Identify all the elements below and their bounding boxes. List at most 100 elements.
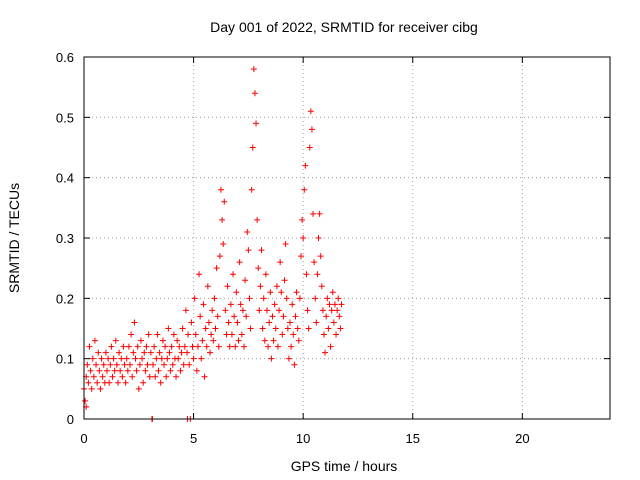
- data-point: [173, 373, 180, 380]
- data-point: [338, 301, 345, 308]
- data-point: [121, 361, 128, 368]
- data-point: [139, 355, 146, 362]
- data-point: [199, 337, 206, 344]
- data-point: [179, 325, 186, 332]
- data-point: [177, 367, 184, 374]
- data-point: [144, 361, 151, 368]
- y-tick-label: 0.6: [56, 50, 74, 65]
- data-point: [118, 355, 125, 362]
- data-point: [109, 373, 116, 380]
- data-point: [167, 367, 174, 374]
- data-point: [269, 313, 276, 320]
- data-point: [184, 349, 191, 356]
- data-point: [142, 367, 149, 374]
- data-point: [208, 331, 215, 338]
- data-point: [154, 331, 161, 338]
- data-point: [239, 307, 246, 314]
- data-point: [291, 361, 298, 368]
- x-axis-label: GPS time / hours: [291, 458, 398, 474]
- data-point: [175, 355, 182, 362]
- data-point: [313, 319, 320, 326]
- data-point: [152, 373, 159, 380]
- data-point: [85, 379, 92, 386]
- data-point: [279, 331, 286, 338]
- data-point: [253, 120, 260, 127]
- data-point: [261, 337, 268, 344]
- data-point: [210, 337, 217, 344]
- data-point: [335, 295, 342, 302]
- chart-title: Day 001 of 2022, SRMTID for receiver cib…: [210, 19, 478, 35]
- data-point: [300, 235, 307, 241]
- data-point: [306, 144, 313, 151]
- data-point: [102, 349, 109, 356]
- data-point: [87, 367, 94, 374]
- data-point: [228, 331, 235, 338]
- data-point: [212, 325, 219, 332]
- data-point: [281, 277, 288, 284]
- data-point: [90, 373, 97, 380]
- data-point: [274, 343, 281, 350]
- data-point: [160, 361, 167, 368]
- data-point: [285, 355, 292, 362]
- data-point: [240, 343, 247, 350]
- data-point: [189, 343, 196, 350]
- data-point: [113, 361, 120, 368]
- data-point: [186, 361, 193, 368]
- data-point: [260, 295, 267, 302]
- data-point: [295, 337, 302, 344]
- data-point: [222, 307, 229, 314]
- data-point: [314, 271, 321, 278]
- x-tick-label: 10: [296, 431, 310, 446]
- data-point: [140, 379, 147, 386]
- data-point: [297, 253, 304, 260]
- data-point: [226, 343, 233, 350]
- data-point: [191, 295, 198, 302]
- data-point: [147, 349, 154, 356]
- data-point: [96, 367, 103, 374]
- data-point: [125, 343, 132, 350]
- data-point: [123, 355, 130, 362]
- data-point: [280, 313, 287, 320]
- data-point: [317, 253, 324, 260]
- data-point: [227, 301, 234, 308]
- data-point: [272, 325, 279, 332]
- data-point: [246, 295, 253, 302]
- data-point: [176, 343, 183, 350]
- data-point: [163, 373, 170, 380]
- data-point: [270, 337, 277, 344]
- data-point: [133, 367, 140, 374]
- data-point: [232, 343, 239, 350]
- data-point: [162, 343, 169, 350]
- data-point: [95, 349, 102, 356]
- data-point: [94, 379, 101, 386]
- points-layer: [81, 66, 345, 422]
- data-point: [259, 325, 266, 332]
- data-point: [278, 289, 285, 296]
- data-point: [301, 186, 308, 193]
- x-tick-label: 15: [406, 431, 420, 446]
- data-point: [203, 343, 210, 350]
- data-point: [190, 355, 197, 362]
- data-point: [108, 343, 115, 350]
- data-point: [271, 301, 278, 308]
- data-point: [110, 355, 117, 362]
- data-point: [181, 343, 188, 350]
- data-point: [284, 325, 291, 332]
- data-point: [122, 379, 129, 386]
- data-point: [211, 295, 218, 302]
- data-point: [223, 331, 230, 338]
- data-point: [170, 331, 177, 338]
- data-point: [304, 307, 311, 314]
- data-point: [129, 373, 136, 380]
- data-point: [217, 186, 224, 193]
- data-point: [316, 210, 323, 217]
- data-point: [277, 259, 284, 266]
- data-point: [168, 343, 175, 350]
- data-point: [91, 337, 98, 344]
- data-point: [151, 343, 158, 350]
- data-point: [325, 325, 332, 332]
- data-point: [194, 343, 201, 350]
- data-point: [89, 355, 96, 362]
- data-point: [156, 349, 163, 356]
